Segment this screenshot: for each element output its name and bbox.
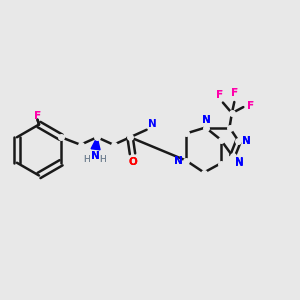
Text: N: N (91, 151, 100, 161)
Text: N: N (202, 115, 211, 125)
Text: F: F (247, 100, 254, 111)
Text: N: N (91, 151, 100, 161)
Text: N: N (202, 115, 211, 125)
Text: N: N (174, 156, 182, 166)
Text: H: H (99, 155, 106, 164)
Text: O: O (128, 157, 137, 167)
Polygon shape (91, 137, 100, 150)
Text: F: F (231, 88, 238, 98)
Text: N: N (242, 136, 251, 146)
Text: H: H (83, 155, 90, 164)
Text: N: N (236, 158, 244, 167)
Text: F: F (247, 100, 254, 111)
Text: F: F (34, 111, 41, 121)
Text: H: H (83, 155, 90, 164)
Text: N: N (242, 136, 251, 146)
Text: N: N (236, 157, 244, 167)
Text: N: N (174, 156, 182, 166)
Text: F: F (231, 88, 238, 98)
Text: F: F (216, 91, 224, 100)
Text: H: H (99, 155, 106, 164)
Text: N: N (148, 119, 157, 129)
Text: F: F (216, 91, 224, 100)
Text: F: F (34, 111, 41, 121)
Text: O: O (128, 157, 137, 167)
